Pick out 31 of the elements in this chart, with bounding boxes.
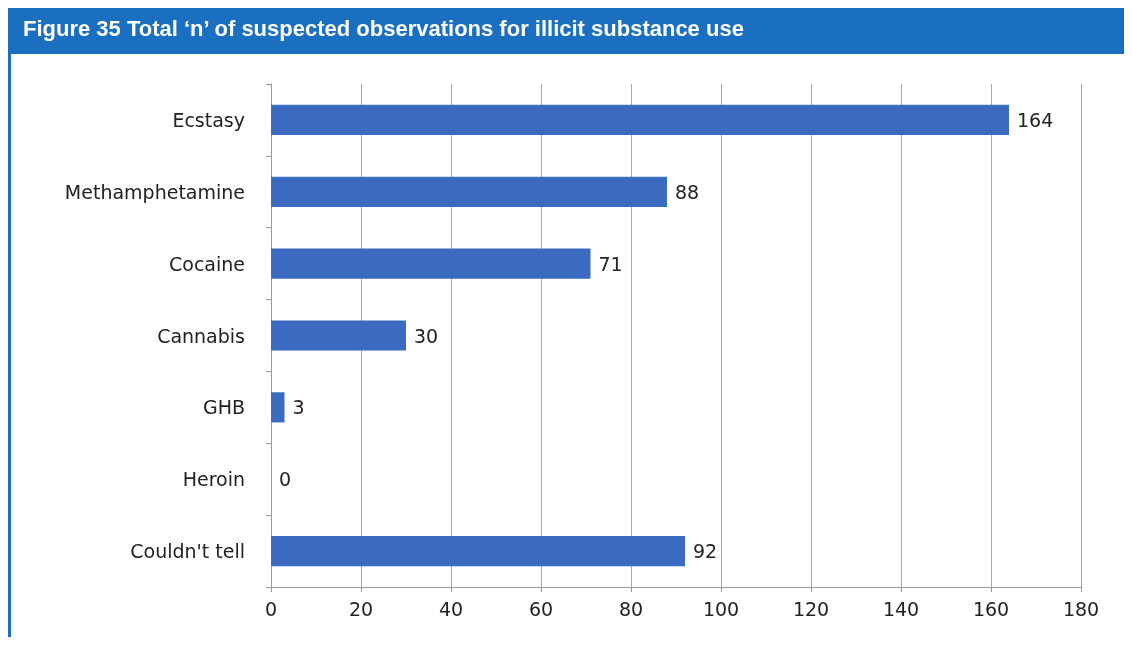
bar	[271, 535, 685, 567]
data-label: 0	[279, 468, 292, 491]
x-tick-label: 180	[1062, 597, 1100, 620]
data-label: 71	[598, 252, 623, 275]
y-tick-label: Cannabis	[157, 324, 245, 347]
bar	[271, 320, 406, 351]
x-tick-label: 100	[702, 597, 740, 620]
data-label: 88	[675, 180, 700, 203]
y-tick-label: Couldn't tell	[130, 540, 245, 563]
x-tick-label: 160	[972, 597, 1010, 620]
y-tick-label: Heroin	[182, 468, 245, 491]
x-tick-label: 60	[528, 597, 554, 620]
x-tick-label: 40	[438, 597, 464, 620]
chart-title: Figure 35 Total ‘n’ of suspected observations for illicit substance use	[11, 8, 1124, 54]
data-label: 92	[693, 540, 718, 563]
data-label: 3	[292, 396, 305, 419]
x-tick-label: 120	[792, 597, 830, 620]
bar	[271, 392, 285, 423]
bar	[271, 104, 1009, 136]
bar	[271, 176, 667, 207]
y-tick-label: Methamphetamine	[64, 180, 245, 203]
x-tick-label: 20	[348, 597, 374, 620]
data-label: 30	[414, 324, 439, 347]
data-label: 164	[1017, 108, 1054, 131]
x-tick-label: 80	[618, 597, 644, 620]
y-tick-label: Cocaine	[169, 252, 245, 275]
y-tick-label: GHB	[202, 396, 245, 419]
bar	[271, 248, 591, 279]
y-tick-label: Ecstasy	[172, 108, 245, 131]
x-tick-label: 140	[882, 597, 920, 620]
x-tick-label: 0	[264, 597, 278, 620]
